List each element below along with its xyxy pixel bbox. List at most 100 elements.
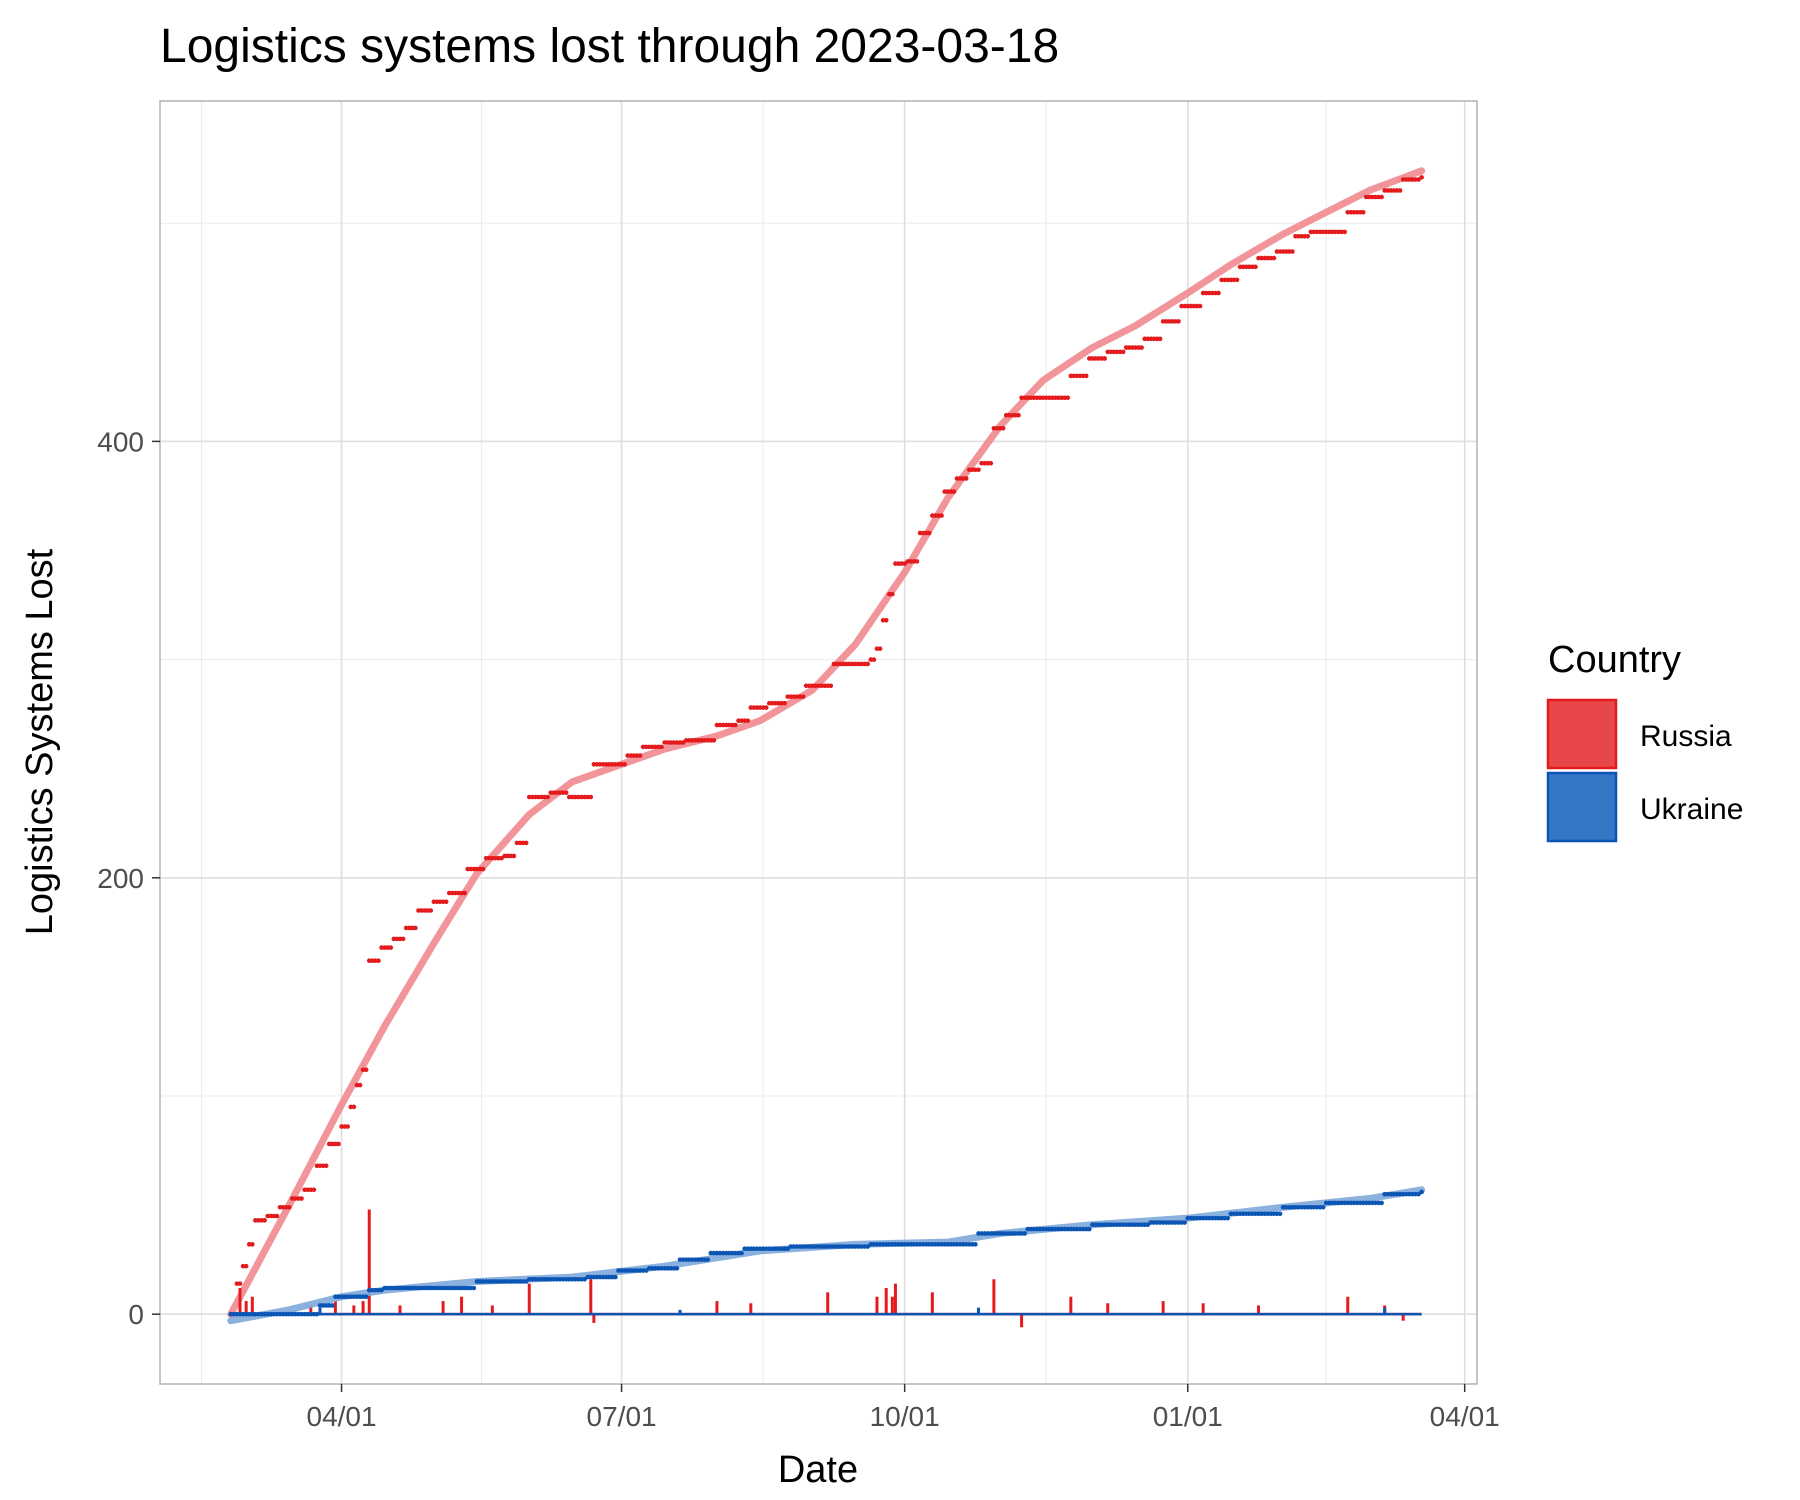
cumulative-point xyxy=(939,513,944,518)
cumulative-point xyxy=(400,936,406,942)
cumulative-point xyxy=(1176,319,1181,324)
axis-ticks: 04/01 07/01 10/01 01/01 04/01 0 200 400 xyxy=(97,426,1499,1432)
cumulative-point xyxy=(363,1067,369,1073)
cumulative-point xyxy=(871,657,877,662)
cumulative-point xyxy=(782,700,787,706)
cumulative-point xyxy=(745,718,751,723)
cumulative-point xyxy=(1225,1215,1231,1221)
cumulative-point xyxy=(1305,233,1311,239)
legend-title: Country xyxy=(1548,639,1681,681)
cumulative-point xyxy=(637,753,643,758)
cumulative-point xyxy=(963,476,969,481)
cumulative-point xyxy=(1253,264,1258,270)
cumulative-point xyxy=(323,1163,329,1169)
series-russia xyxy=(227,167,1426,1328)
cumulative-point xyxy=(311,1187,317,1193)
cumulative-point xyxy=(351,1104,357,1110)
cumulative-point xyxy=(674,1266,680,1271)
cumulative-point xyxy=(262,1218,267,1223)
series-ukraine xyxy=(227,1186,1426,1325)
y-axis-title: Logistics Systems Lost xyxy=(19,548,61,935)
legend-label-russia: Russia xyxy=(1640,720,1732,753)
cumulative-point xyxy=(330,1303,335,1308)
cumulative-point xyxy=(1419,1189,1424,1195)
legend-key-russia xyxy=(1546,698,1618,770)
panel-border xyxy=(159,100,1478,1385)
cumulative-point xyxy=(299,1196,304,1201)
cumulative-point xyxy=(1102,356,1107,361)
cumulative-point xyxy=(1342,229,1347,235)
x-tick-label: 07/01 xyxy=(587,1401,657,1432)
cumulative-point xyxy=(1016,412,1021,418)
legend-key-ukraine xyxy=(1546,771,1618,843)
cumulative-point xyxy=(1182,1220,1187,1225)
cumulative-point xyxy=(462,890,467,896)
cumulative-point xyxy=(345,1124,351,1129)
cumulative-point xyxy=(357,1082,363,1088)
cumulative-point xyxy=(363,1294,369,1300)
x-tick-label: 01/01 xyxy=(1153,1401,1223,1432)
cumulative-point xyxy=(1320,1204,1326,1210)
cumulative-point xyxy=(545,794,551,800)
cumulative-point xyxy=(480,866,486,872)
cumulative-point xyxy=(388,945,394,950)
cumulative-point xyxy=(336,1141,341,1147)
cumulative-point xyxy=(443,899,449,905)
cumulative-point xyxy=(1197,303,1203,309)
cumulative-point xyxy=(250,1242,255,1247)
cumulative-point xyxy=(1290,249,1295,254)
y-tick-label: 0 xyxy=(128,1299,144,1330)
cumulative-point xyxy=(523,840,529,846)
smooth-trend-russia xyxy=(227,167,1426,1318)
cumulative-point xyxy=(1086,1226,1092,1232)
legend: Country Russia Ukraine xyxy=(1546,639,1743,843)
x-tick-label: 10/01 xyxy=(870,1401,940,1432)
cumulative-point xyxy=(1157,336,1163,342)
cumulative-point xyxy=(739,1250,744,1256)
cumulative-point xyxy=(1234,277,1240,283)
cumulative-point xyxy=(1000,425,1006,431)
y-tick-label: 400 xyxy=(97,426,144,457)
chart-title: Logistics systems lost through 2023-03-1… xyxy=(160,20,1059,73)
cumulative-point xyxy=(1139,345,1144,350)
cumulative-point xyxy=(711,738,717,743)
cumulative-point xyxy=(613,1274,618,1280)
cumulative-point xyxy=(413,925,418,931)
cumulative-point xyxy=(865,661,871,667)
legend-label-ukraine: Ukraine xyxy=(1640,793,1743,826)
cumulative-point xyxy=(763,705,769,710)
cumulative-point xyxy=(1397,188,1403,193)
cumulative-point xyxy=(243,1263,249,1269)
cumulative-point xyxy=(659,744,664,750)
cumulative-point xyxy=(1277,1211,1283,1217)
plot-area xyxy=(227,167,1426,1328)
cumulative-point xyxy=(914,559,920,564)
cumulative-point xyxy=(588,794,594,800)
cumulative-point xyxy=(314,1311,320,1317)
cumulative-point xyxy=(1120,349,1126,355)
cumulative-point xyxy=(800,694,806,699)
cumulative-point xyxy=(1216,290,1221,296)
cumulative-point xyxy=(1360,209,1366,215)
x-tick-label: 04/01 xyxy=(1430,1401,1500,1432)
cumulative-point xyxy=(733,722,738,728)
grid xyxy=(160,101,1477,1384)
cumulative-point xyxy=(877,646,883,651)
cumulative-point xyxy=(1419,175,1424,180)
x-axis-title: Date xyxy=(778,1449,858,1491)
cumulative-point xyxy=(883,618,889,623)
cumulative-point xyxy=(951,489,957,494)
cumulative-point xyxy=(622,762,627,767)
cumulative-point xyxy=(1379,194,1384,200)
cumulative-point xyxy=(274,1213,280,1219)
cumulative-point xyxy=(988,460,994,466)
cumulative-point xyxy=(286,1204,292,1210)
cumulative-point xyxy=(376,958,381,963)
x-tick-label: 04/01 xyxy=(307,1401,377,1432)
y-tick-label: 200 xyxy=(97,863,144,894)
cumulative-point xyxy=(428,908,434,913)
cumulative-point xyxy=(563,790,569,795)
cumulative-point xyxy=(511,853,517,859)
cumulative-point xyxy=(471,1285,477,1291)
